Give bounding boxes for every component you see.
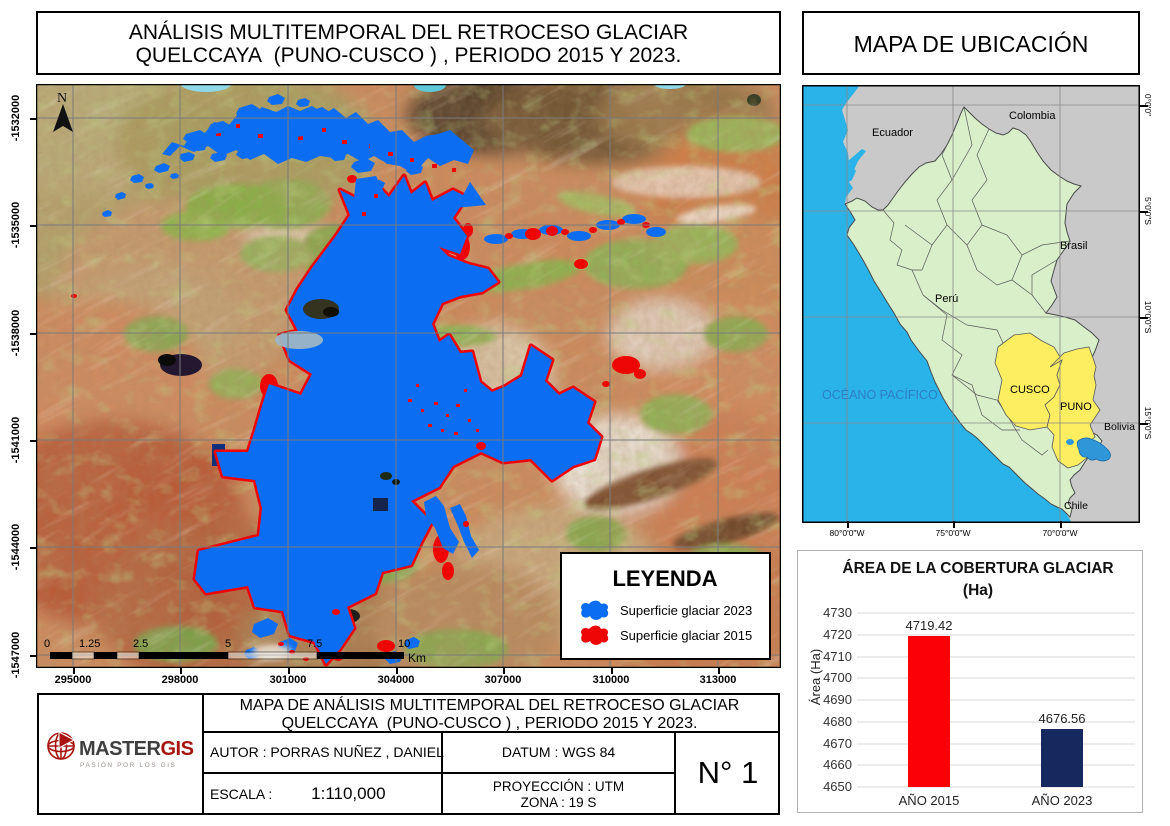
svg-text:MASTERGIS: MASTERGIS <box>79 738 194 760</box>
svg-text:Superficie glaciar 2023: Superficie glaciar 2023 <box>620 603 752 618</box>
svg-text:PUNO: PUNO <box>1060 401 1092 413</box>
svg-text:AÑO 2015: AÑO 2015 <box>899 793 960 808</box>
svg-text:7.5: 7.5 <box>307 638 322 650</box>
svg-text:10: 10 <box>398 638 410 650</box>
svg-text:4730: 4730 <box>823 605 852 620</box>
svg-text:5: 5 <box>225 638 231 650</box>
svg-text:Perú: Perú <box>935 293 958 305</box>
svg-text:LEYENDA: LEYENDA <box>612 566 717 591</box>
svg-text:Brasil: Brasil <box>1060 240 1088 252</box>
svg-text:PASIÓN POR LOS GIS: PASIÓN POR LOS GIS <box>80 760 177 769</box>
svg-text:Km: Km <box>408 651 426 665</box>
svg-text:Chile: Chile <box>1064 500 1088 512</box>
svg-text:1.25: 1.25 <box>79 638 100 650</box>
svg-text:CUSCO: CUSCO <box>1010 384 1050 396</box>
svg-text:4680: 4680 <box>823 714 852 729</box>
svg-text:Superficie glaciar 2015: Superficie glaciar 2015 <box>620 628 752 643</box>
svg-text:4650: 4650 <box>823 779 852 794</box>
svg-text:2.5: 2.5 <box>133 638 148 650</box>
svg-text:0: 0 <box>44 638 50 650</box>
svg-text:4719.42: 4719.42 <box>906 618 953 633</box>
svg-text:Colombia: Colombia <box>1009 110 1056 122</box>
svg-text:4700: 4700 <box>823 670 852 685</box>
svg-text:N: N <box>57 91 67 106</box>
svg-text:4676.56: 4676.56 <box>1039 711 1086 726</box>
svg-text:4670: 4670 <box>823 736 852 751</box>
svg-text:Ecuador: Ecuador <box>872 127 913 139</box>
svg-text:Bolivia: Bolivia <box>1104 421 1135 433</box>
svg-text:AÑO 2023: AÑO 2023 <box>1032 793 1093 808</box>
svg-text:OCÉANO PACÍFICO: OCÉANO PACÍFICO <box>822 387 938 402</box>
svg-text:Área (Ha): Área (Ha) <box>808 649 823 705</box>
svg-text:4690: 4690 <box>823 692 852 707</box>
svg-text:4710: 4710 <box>823 649 852 664</box>
svg-text:4660: 4660 <box>823 757 852 772</box>
svg-text:4720: 4720 <box>823 627 852 642</box>
